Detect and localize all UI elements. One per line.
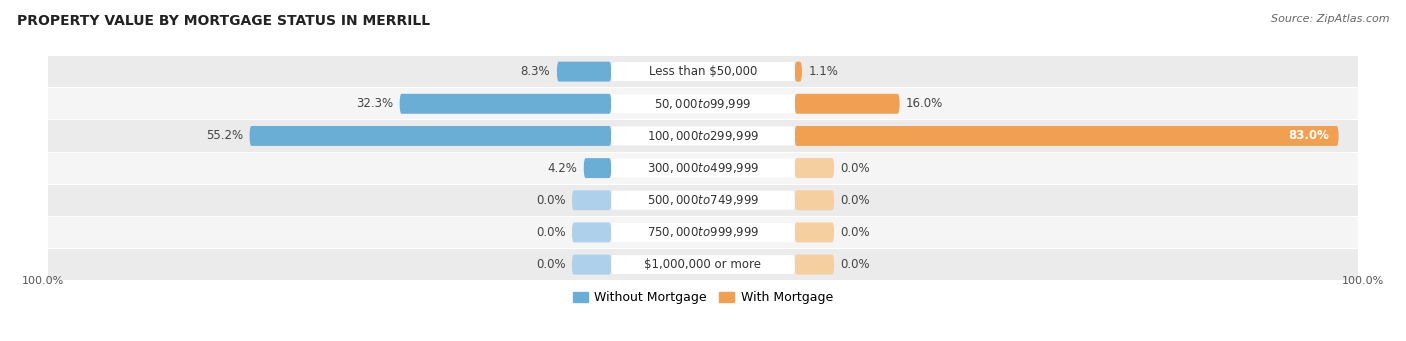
Text: $1,000,000 or more: $1,000,000 or more	[644, 258, 762, 271]
Legend: Without Mortgage, With Mortgage: Without Mortgage, With Mortgage	[568, 286, 838, 309]
Text: 0.0%: 0.0%	[536, 194, 565, 207]
Text: Source: ZipAtlas.com: Source: ZipAtlas.com	[1271, 14, 1389, 24]
FancyBboxPatch shape	[612, 62, 794, 81]
Text: $50,000 to $99,999: $50,000 to $99,999	[654, 97, 752, 111]
FancyBboxPatch shape	[794, 158, 834, 178]
Text: 0.0%: 0.0%	[841, 258, 870, 271]
FancyBboxPatch shape	[572, 255, 612, 275]
Text: 100.0%: 100.0%	[21, 277, 63, 286]
Bar	[48, 88, 1358, 119]
Text: 83.0%: 83.0%	[1288, 130, 1329, 143]
FancyBboxPatch shape	[794, 94, 900, 114]
Text: 0.0%: 0.0%	[536, 226, 565, 239]
Bar	[48, 120, 1358, 151]
Text: 100.0%: 100.0%	[1343, 277, 1385, 286]
Text: 4.2%: 4.2%	[547, 162, 578, 175]
FancyBboxPatch shape	[612, 159, 794, 178]
FancyBboxPatch shape	[794, 255, 834, 275]
Text: $100,000 to $299,999: $100,000 to $299,999	[647, 129, 759, 143]
Bar	[48, 56, 1358, 87]
Bar	[48, 217, 1358, 248]
Text: 55.2%: 55.2%	[205, 130, 243, 143]
Text: 0.0%: 0.0%	[841, 162, 870, 175]
Text: 0.0%: 0.0%	[536, 258, 565, 271]
Bar	[48, 152, 1358, 184]
FancyBboxPatch shape	[612, 223, 794, 242]
FancyBboxPatch shape	[572, 190, 612, 210]
Text: Less than $50,000: Less than $50,000	[648, 65, 758, 78]
Text: 8.3%: 8.3%	[520, 65, 550, 78]
FancyBboxPatch shape	[583, 158, 612, 178]
Text: PROPERTY VALUE BY MORTGAGE STATUS IN MERRILL: PROPERTY VALUE BY MORTGAGE STATUS IN MER…	[17, 14, 430, 28]
Text: 0.0%: 0.0%	[841, 226, 870, 239]
FancyBboxPatch shape	[399, 94, 612, 114]
FancyBboxPatch shape	[612, 127, 794, 145]
Text: 1.1%: 1.1%	[808, 65, 838, 78]
FancyBboxPatch shape	[250, 126, 612, 146]
FancyBboxPatch shape	[612, 255, 794, 274]
Text: $300,000 to $499,999: $300,000 to $499,999	[647, 161, 759, 175]
FancyBboxPatch shape	[557, 62, 612, 81]
FancyBboxPatch shape	[612, 94, 794, 113]
Text: $750,000 to $999,999: $750,000 to $999,999	[647, 225, 759, 239]
Bar	[48, 185, 1358, 216]
FancyBboxPatch shape	[794, 190, 834, 210]
Bar	[48, 249, 1358, 280]
FancyBboxPatch shape	[794, 126, 1339, 146]
FancyBboxPatch shape	[612, 191, 794, 210]
FancyBboxPatch shape	[794, 62, 801, 81]
Text: $500,000 to $749,999: $500,000 to $749,999	[647, 193, 759, 207]
Text: 32.3%: 32.3%	[356, 97, 394, 110]
Text: 16.0%: 16.0%	[905, 97, 943, 110]
FancyBboxPatch shape	[572, 222, 612, 242]
Text: 0.0%: 0.0%	[841, 194, 870, 207]
FancyBboxPatch shape	[794, 222, 834, 242]
